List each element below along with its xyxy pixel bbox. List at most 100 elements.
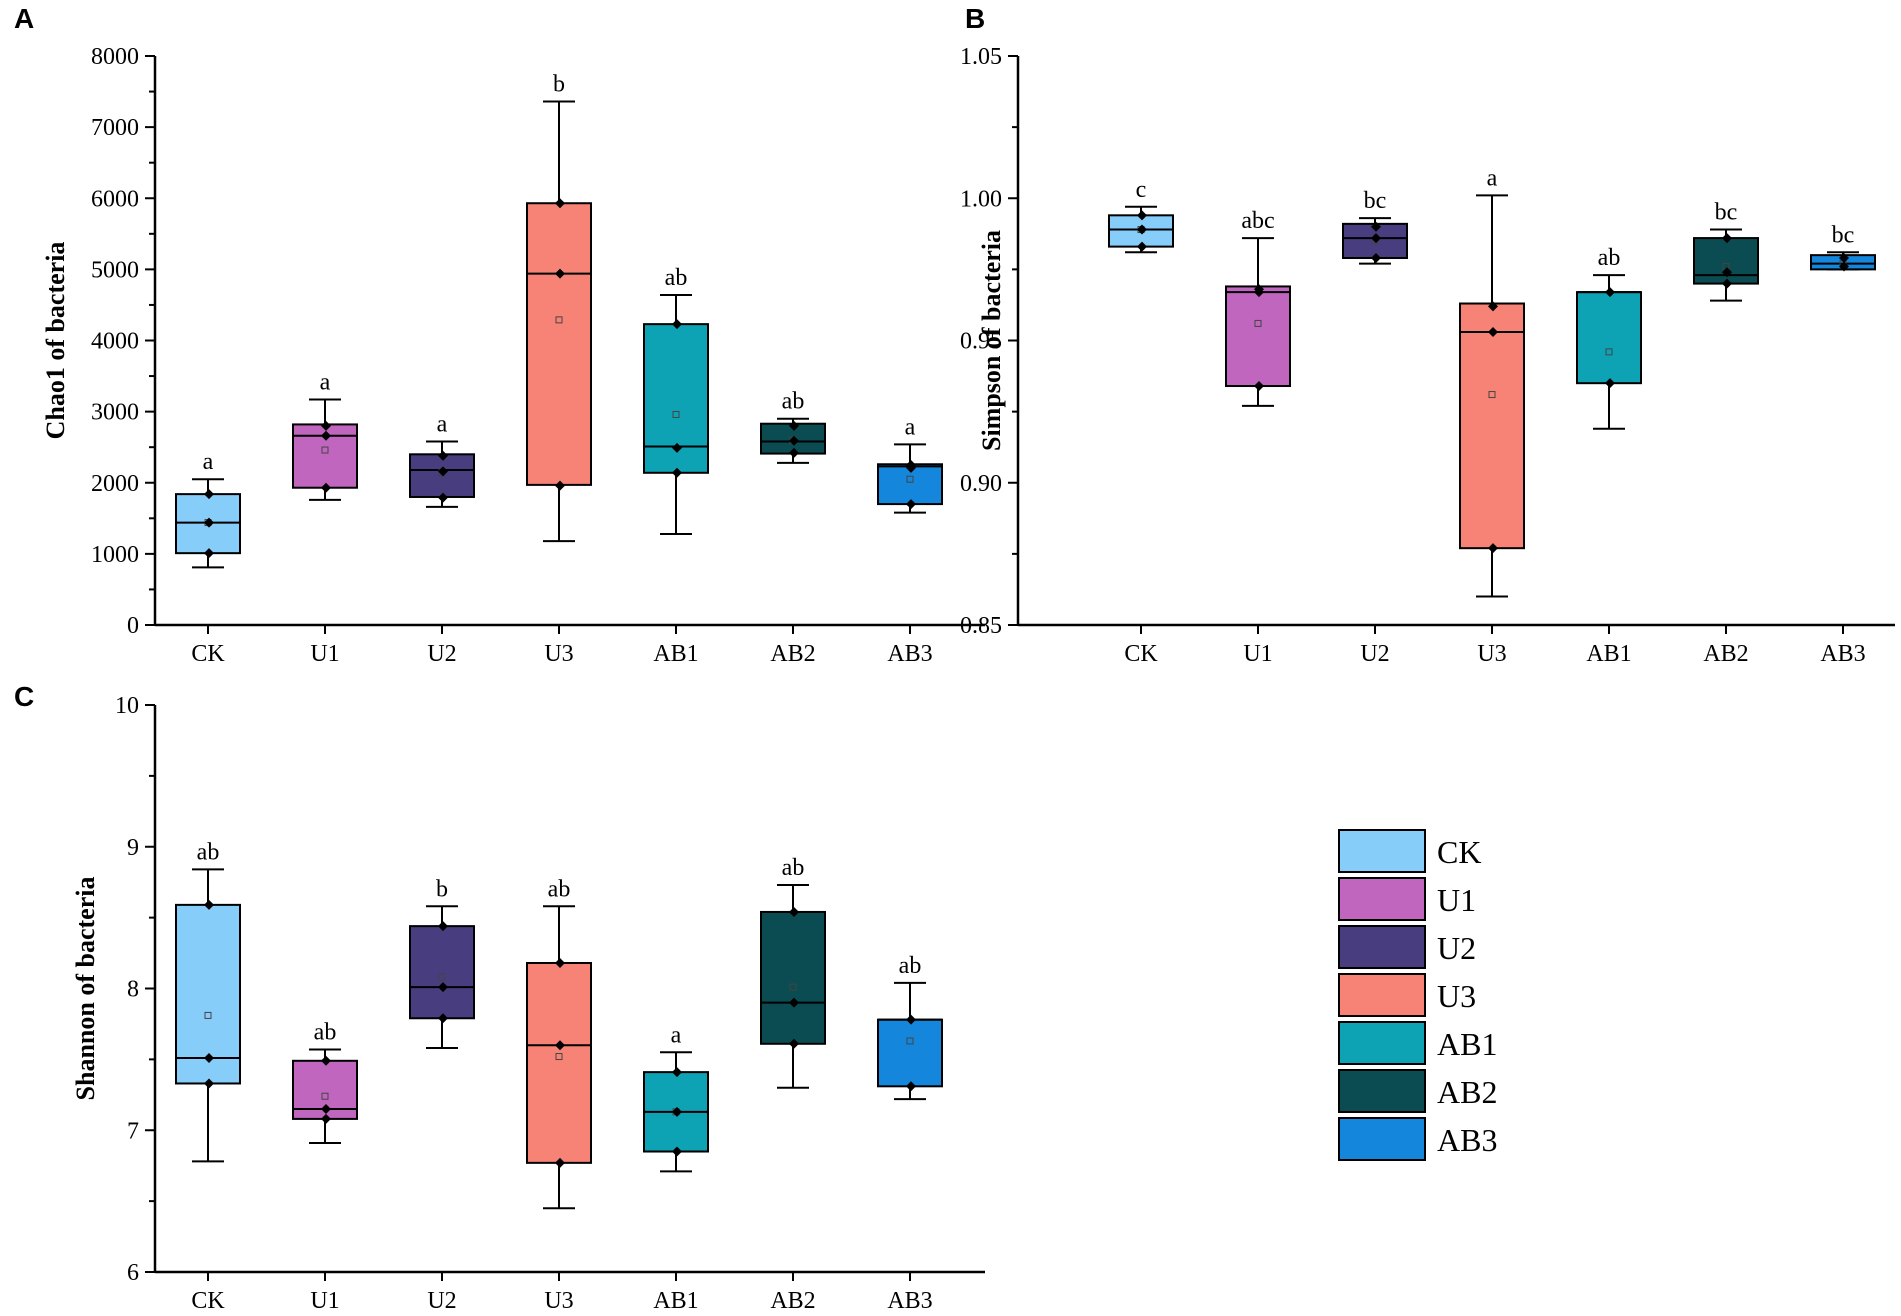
box-u2: U2 bc [1342, 188, 1408, 667]
data-point [555, 268, 565, 279]
significance-label: ab [314, 1019, 337, 1045]
data-point [204, 548, 214, 559]
y-axis-label: Chao1 of bacteria [41, 242, 70, 440]
x-tick-label: AB1 [653, 641, 698, 667]
legend-item-u2: U2 [1338, 925, 1476, 969]
significance-label: a [905, 414, 916, 440]
x-tick-label: U2 [1360, 641, 1389, 667]
data-point [321, 1055, 331, 1066]
mean-marker [321, 1092, 329, 1100]
data-point [438, 921, 448, 932]
data-point [438, 466, 448, 477]
data-point [555, 1157, 565, 1168]
data-point [1488, 543, 1498, 554]
data-point [555, 480, 565, 491]
mean-marker [1605, 348, 1613, 356]
data-point [1254, 381, 1264, 392]
data-point [1371, 252, 1381, 263]
iqr-box [1225, 285, 1291, 388]
data-point [438, 1013, 448, 1024]
data-point [789, 435, 799, 446]
panel-simpson: B Simpson of bacteria 0.85 0.90 0.95 1.00 1.05… [960, 3, 1895, 667]
x-tick-label: AB2 [770, 641, 815, 667]
data-point [1722, 233, 1732, 244]
data-point [555, 1040, 565, 1051]
y-axis-label: Shannon of bacteria [71, 877, 100, 1101]
data-point [906, 499, 916, 510]
box-u2: U2 b [409, 876, 475, 1314]
legend-item-ab3: AB3 [1338, 1117, 1497, 1161]
legend-label: U2 [1437, 930, 1476, 966]
box-ab2: AB2 bc [1693, 200, 1759, 667]
x-tick-label: U1 [310, 641, 339, 667]
data-point [204, 517, 214, 528]
mean-marker [204, 1011, 212, 1019]
legend-swatch [1338, 1117, 1426, 1161]
data-point [1605, 287, 1615, 298]
box-ab3: AB3 bc [1810, 222, 1876, 667]
legend-swatch [1338, 1069, 1426, 1113]
x-tick-label: U2 [427, 1288, 456, 1314]
box-u3: U3 ab [526, 876, 592, 1314]
box-ck: CK ab [175, 839, 241, 1314]
data-point [321, 482, 331, 493]
x-tick-label: U2 [427, 641, 456, 667]
legend-label: CK [1437, 834, 1481, 870]
legend-item-u3: U3 [1338, 973, 1476, 1017]
box-u1: U1 a [292, 370, 358, 667]
y-tick-label: 2000 [91, 471, 139, 497]
data-point [555, 198, 565, 209]
x-tick-label: CK [191, 641, 225, 667]
data-point [1371, 221, 1381, 232]
data-point [672, 1067, 682, 1078]
significance-label: ab [782, 855, 805, 881]
y-tick-label: 0.90 [960, 471, 1002, 497]
legend-label: AB3 [1437, 1122, 1497, 1158]
significance-label: b [553, 72, 565, 98]
data-point [321, 1103, 331, 1114]
x-tick-label: CK [191, 1288, 225, 1314]
y-tick-label: 6 [127, 1260, 139, 1286]
legend-label: U1 [1437, 882, 1476, 918]
significance-label: ab [665, 265, 688, 291]
mean-marker [789, 983, 797, 991]
legend-item-ab2: AB2 [1338, 1069, 1497, 1113]
significance-label: a [320, 370, 331, 396]
data-point [1137, 224, 1147, 235]
data-point [1371, 233, 1381, 244]
data-point [1254, 287, 1264, 298]
box-ck: CK a [175, 449, 241, 667]
panel-letter: C [14, 681, 34, 712]
iqr-box [760, 910, 826, 1045]
significance-label: a [671, 1022, 682, 1048]
y-tick-label: 0.95 [960, 329, 1002, 355]
y-tick-label: 8 [127, 977, 139, 1003]
mean-marker [1254, 319, 1262, 327]
box-u1: U1 abc [1225, 208, 1291, 667]
y-tick-label: 1.00 [960, 186, 1002, 212]
data-point [1137, 210, 1147, 221]
data-point [321, 1113, 331, 1124]
data-point [789, 420, 799, 431]
legend-swatch [1338, 829, 1426, 873]
y-tick-label: 5000 [91, 257, 139, 283]
panel-chao1: A Chao1 of bacteria 0 1000 2000 3000 4000 5000 6… [14, 3, 985, 667]
data-point [204, 489, 214, 500]
y-tick-label: 8000 [91, 44, 139, 70]
box-ab1: AB1 ab [643, 265, 709, 667]
mean-marker [906, 475, 914, 483]
data-point [1488, 301, 1498, 312]
data-point [204, 1052, 214, 1063]
iqr-box [1459, 302, 1525, 550]
panel-letter: A [14, 3, 34, 34]
data-point [321, 420, 331, 431]
mean-marker [906, 1037, 914, 1045]
x-tick-label: U1 [310, 1288, 339, 1314]
mean-marker [555, 1053, 563, 1061]
data-point [789, 906, 799, 917]
data-point [555, 957, 565, 968]
legend-swatch [1338, 925, 1426, 969]
box-ab2: AB2 ab [760, 855, 826, 1314]
data-point [1488, 326, 1498, 337]
